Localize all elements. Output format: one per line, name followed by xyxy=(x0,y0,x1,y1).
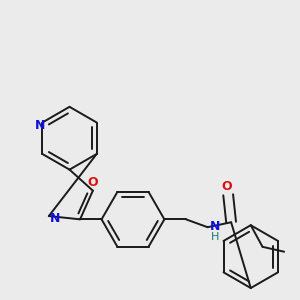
Text: H: H xyxy=(211,232,219,242)
Text: O: O xyxy=(88,176,98,189)
Text: N: N xyxy=(35,119,46,132)
Text: N: N xyxy=(209,220,220,233)
Text: O: O xyxy=(221,180,232,194)
Text: N: N xyxy=(50,212,60,226)
